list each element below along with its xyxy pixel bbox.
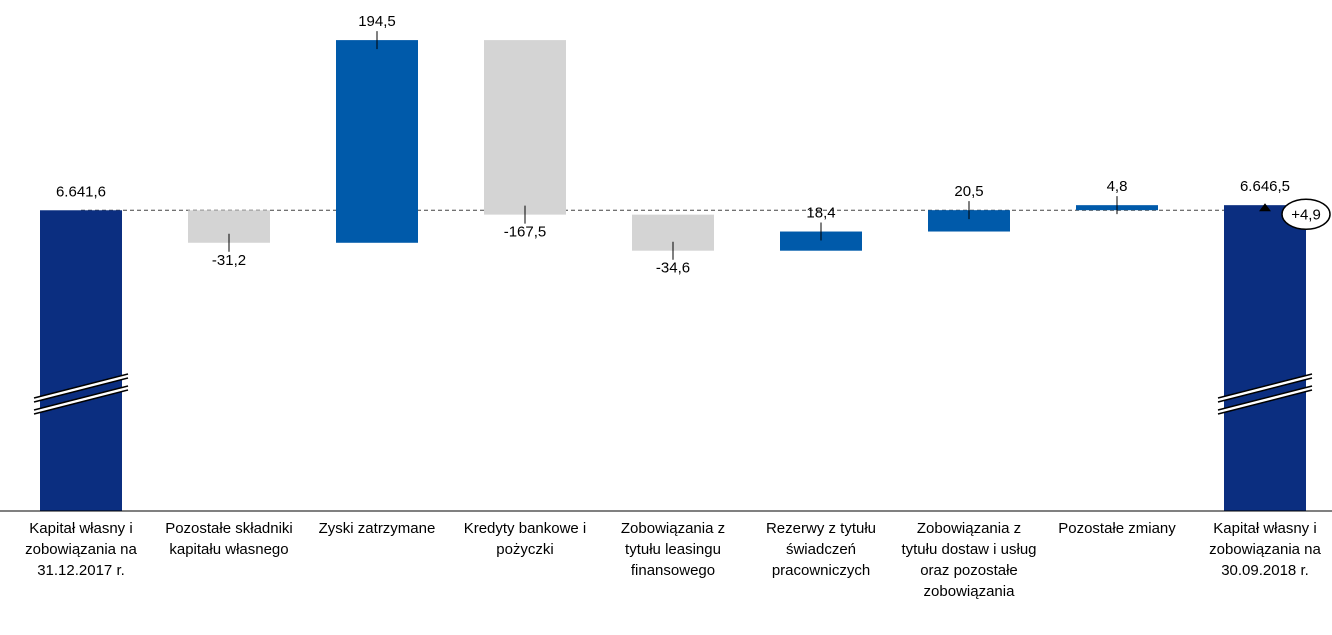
axis-break-line <box>33 385 129 411</box>
x-tick-label: Zobowiązania z tytułu dostaw i usług ora… <box>901 520 1037 600</box>
axis-break-line <box>33 373 129 399</box>
value-label: -31,2 <box>212 252 246 269</box>
value-label: 6.641,6 <box>56 183 106 200</box>
axis-break-gap <box>1218 374 1312 402</box>
value-label: -167,5 <box>504 224 547 241</box>
x-tick-label: Rezerwy z tytułu świadczeń pracowniczych <box>765 520 877 579</box>
x-tick-label: Zobowiązania z tytułu leasingu finansowe… <box>620 520 726 579</box>
x-tick-label: Pozostałe składniki kapitału własnego <box>165 520 293 558</box>
annotation-bubble <box>1281 198 1331 231</box>
bar <box>40 210 122 511</box>
value-label: 194,5 <box>358 13 396 30</box>
axis-break-line <box>33 377 129 403</box>
bar <box>1224 205 1306 512</box>
axis-break-line <box>33 389 129 415</box>
bar <box>336 40 418 243</box>
value-label: 18,4 <box>806 205 835 222</box>
value-label: 4,8 <box>1107 178 1128 195</box>
x-tick-label: Kredyty bankowe i pożyczki <box>463 520 587 558</box>
x-tick-label: Kapitał własny i zobowiązania na 31.12.2… <box>25 520 137 579</box>
axis-break-gap <box>34 386 128 414</box>
annotation: +4,9 <box>1291 206 1321 223</box>
axis-break-gap <box>1218 386 1312 414</box>
value-label: 20,5 <box>954 183 983 200</box>
axis-break-line <box>1217 389 1313 415</box>
bar <box>484 40 566 215</box>
annotation-arrow <box>1259 203 1271 212</box>
bar <box>780 231 862 251</box>
value-label: -34,6 <box>656 260 690 277</box>
x-tick-label: Pozostałe zmiany <box>1058 520 1176 537</box>
x-tick-label: Zyski zatrzymane <box>318 520 436 537</box>
axis-break-line <box>1217 377 1313 403</box>
axis-break-gap <box>34 374 128 402</box>
axis-break-line <box>1217 373 1313 399</box>
value-label: 6.646,5 <box>1240 178 1290 195</box>
bar <box>928 210 1010 232</box>
axis-break-line <box>1217 385 1313 411</box>
x-tick-label: Kapitał własny i zobowiązania na 30.09.2… <box>1209 520 1321 579</box>
